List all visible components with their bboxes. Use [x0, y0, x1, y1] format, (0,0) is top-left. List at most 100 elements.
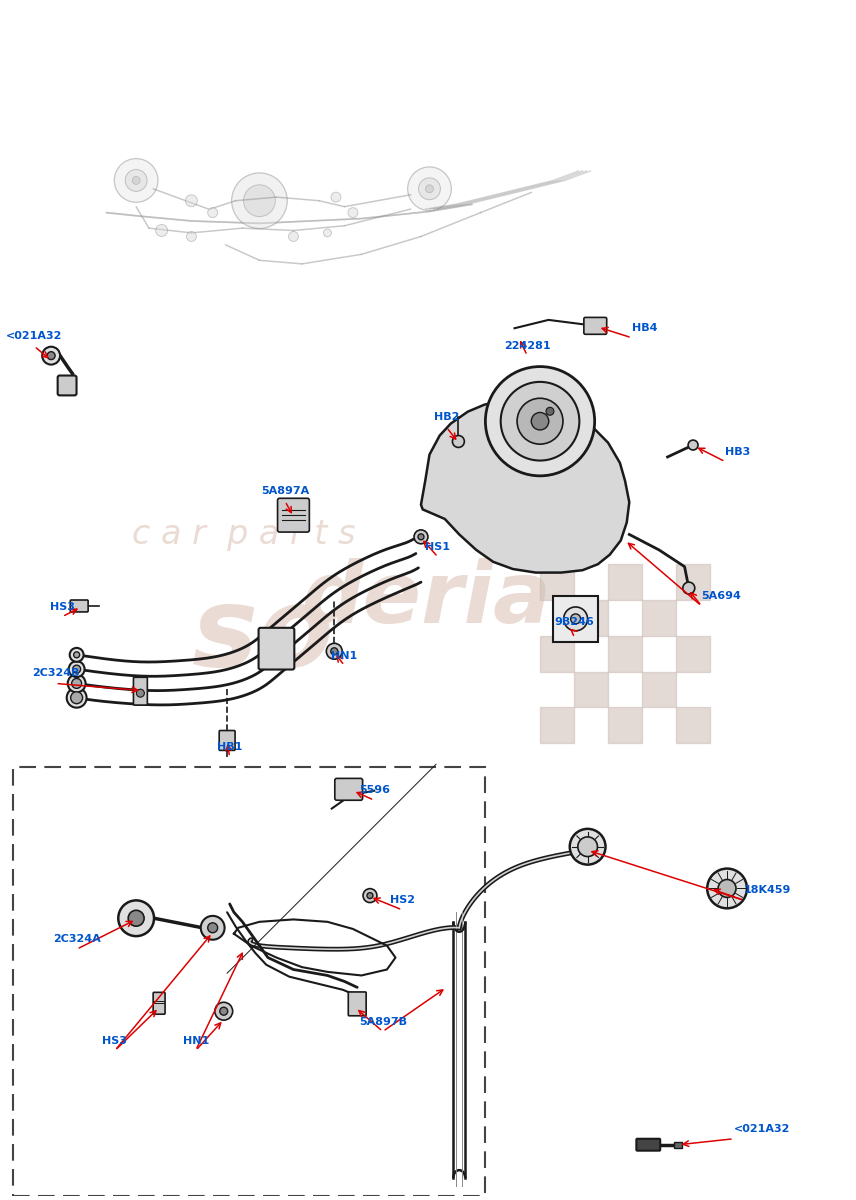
Bar: [553, 596, 598, 642]
FancyBboxPatch shape: [57, 376, 76, 395]
Circle shape: [186, 194, 198, 206]
Circle shape: [125, 169, 147, 191]
Text: 5A694: 5A694: [702, 590, 741, 601]
Circle shape: [156, 224, 168, 236]
FancyBboxPatch shape: [134, 677, 147, 706]
Text: HS2: HS2: [389, 895, 415, 905]
Circle shape: [118, 900, 154, 936]
Text: 2C324B: 2C324B: [32, 668, 79, 678]
Circle shape: [517, 398, 563, 444]
Circle shape: [47, 352, 55, 360]
Circle shape: [42, 347, 60, 365]
Circle shape: [187, 232, 196, 241]
Text: HS3: HS3: [103, 1036, 128, 1045]
Circle shape: [367, 893, 373, 899]
Text: HN1: HN1: [331, 650, 358, 660]
Bar: [676, 636, 710, 672]
Circle shape: [288, 232, 299, 241]
Circle shape: [564, 607, 587, 631]
Bar: [540, 564, 574, 600]
FancyBboxPatch shape: [675, 1141, 682, 1147]
Circle shape: [414, 530, 428, 544]
Text: 5A897A: 5A897A: [261, 486, 309, 496]
Text: 224281: 224281: [504, 341, 550, 350]
Circle shape: [453, 436, 464, 448]
Text: <021A32: <021A32: [6, 331, 62, 341]
Circle shape: [74, 652, 80, 658]
FancyBboxPatch shape: [636, 1139, 660, 1151]
Circle shape: [683, 582, 695, 594]
Text: deria: deria: [302, 558, 552, 642]
Bar: [13, 767, 484, 1196]
FancyBboxPatch shape: [153, 992, 165, 1014]
Bar: [540, 707, 574, 743]
Bar: [608, 707, 642, 743]
Text: HB3: HB3: [725, 446, 751, 457]
Circle shape: [115, 158, 158, 203]
Circle shape: [570, 829, 605, 865]
Circle shape: [571, 614, 580, 624]
Text: HN1: HN1: [182, 1036, 209, 1045]
Bar: [608, 636, 642, 672]
Circle shape: [208, 208, 217, 217]
Bar: [574, 600, 608, 636]
Circle shape: [688, 440, 698, 450]
Circle shape: [68, 661, 85, 677]
Circle shape: [418, 534, 424, 540]
FancyBboxPatch shape: [219, 731, 235, 750]
Circle shape: [68, 674, 86, 692]
Bar: [642, 600, 676, 636]
Circle shape: [546, 407, 554, 415]
Circle shape: [326, 643, 342, 659]
Text: 5596: 5596: [359, 785, 389, 796]
Circle shape: [136, 689, 145, 697]
FancyBboxPatch shape: [259, 628, 294, 670]
Circle shape: [363, 889, 377, 902]
Bar: [574, 672, 608, 707]
FancyBboxPatch shape: [348, 992, 366, 1015]
Circle shape: [419, 178, 441, 199]
FancyBboxPatch shape: [335, 779, 363, 800]
FancyBboxPatch shape: [70, 600, 88, 612]
Bar: [642, 672, 676, 707]
Circle shape: [201, 916, 224, 940]
Circle shape: [232, 173, 288, 228]
Circle shape: [425, 185, 433, 193]
Text: HB4: HB4: [632, 323, 657, 332]
Circle shape: [69, 648, 84, 661]
Circle shape: [71, 691, 82, 703]
Bar: [676, 707, 710, 743]
Circle shape: [578, 836, 597, 857]
Text: HB2: HB2: [434, 413, 459, 422]
Circle shape: [215, 1002, 233, 1020]
Circle shape: [485, 366, 595, 476]
Circle shape: [348, 208, 358, 217]
FancyBboxPatch shape: [277, 498, 309, 532]
Circle shape: [532, 413, 549, 430]
FancyBboxPatch shape: [584, 318, 607, 335]
Text: HB1: HB1: [217, 743, 242, 752]
Text: c a r  p a r t s: c a r p a r t s: [132, 518, 355, 551]
Bar: [676, 564, 710, 600]
Text: 18K459: 18K459: [744, 886, 792, 895]
Text: 9B246: 9B246: [554, 617, 594, 628]
Text: HS1: HS1: [425, 542, 450, 552]
Circle shape: [220, 1007, 228, 1015]
Text: HS3: HS3: [50, 601, 74, 612]
Text: <021A32: <021A32: [734, 1123, 790, 1134]
Circle shape: [707, 869, 747, 908]
Circle shape: [72, 678, 81, 689]
Circle shape: [208, 923, 217, 932]
Text: 2C324A: 2C324A: [53, 935, 100, 944]
Circle shape: [501, 382, 580, 461]
Circle shape: [407, 167, 451, 211]
Circle shape: [67, 688, 86, 708]
Circle shape: [324, 229, 331, 236]
Circle shape: [73, 665, 80, 673]
Text: 5A897B: 5A897B: [359, 1016, 407, 1026]
Circle shape: [718, 880, 736, 898]
Text: so: so: [192, 582, 334, 689]
Bar: [540, 636, 574, 672]
Polygon shape: [421, 401, 629, 572]
Circle shape: [132, 176, 140, 185]
